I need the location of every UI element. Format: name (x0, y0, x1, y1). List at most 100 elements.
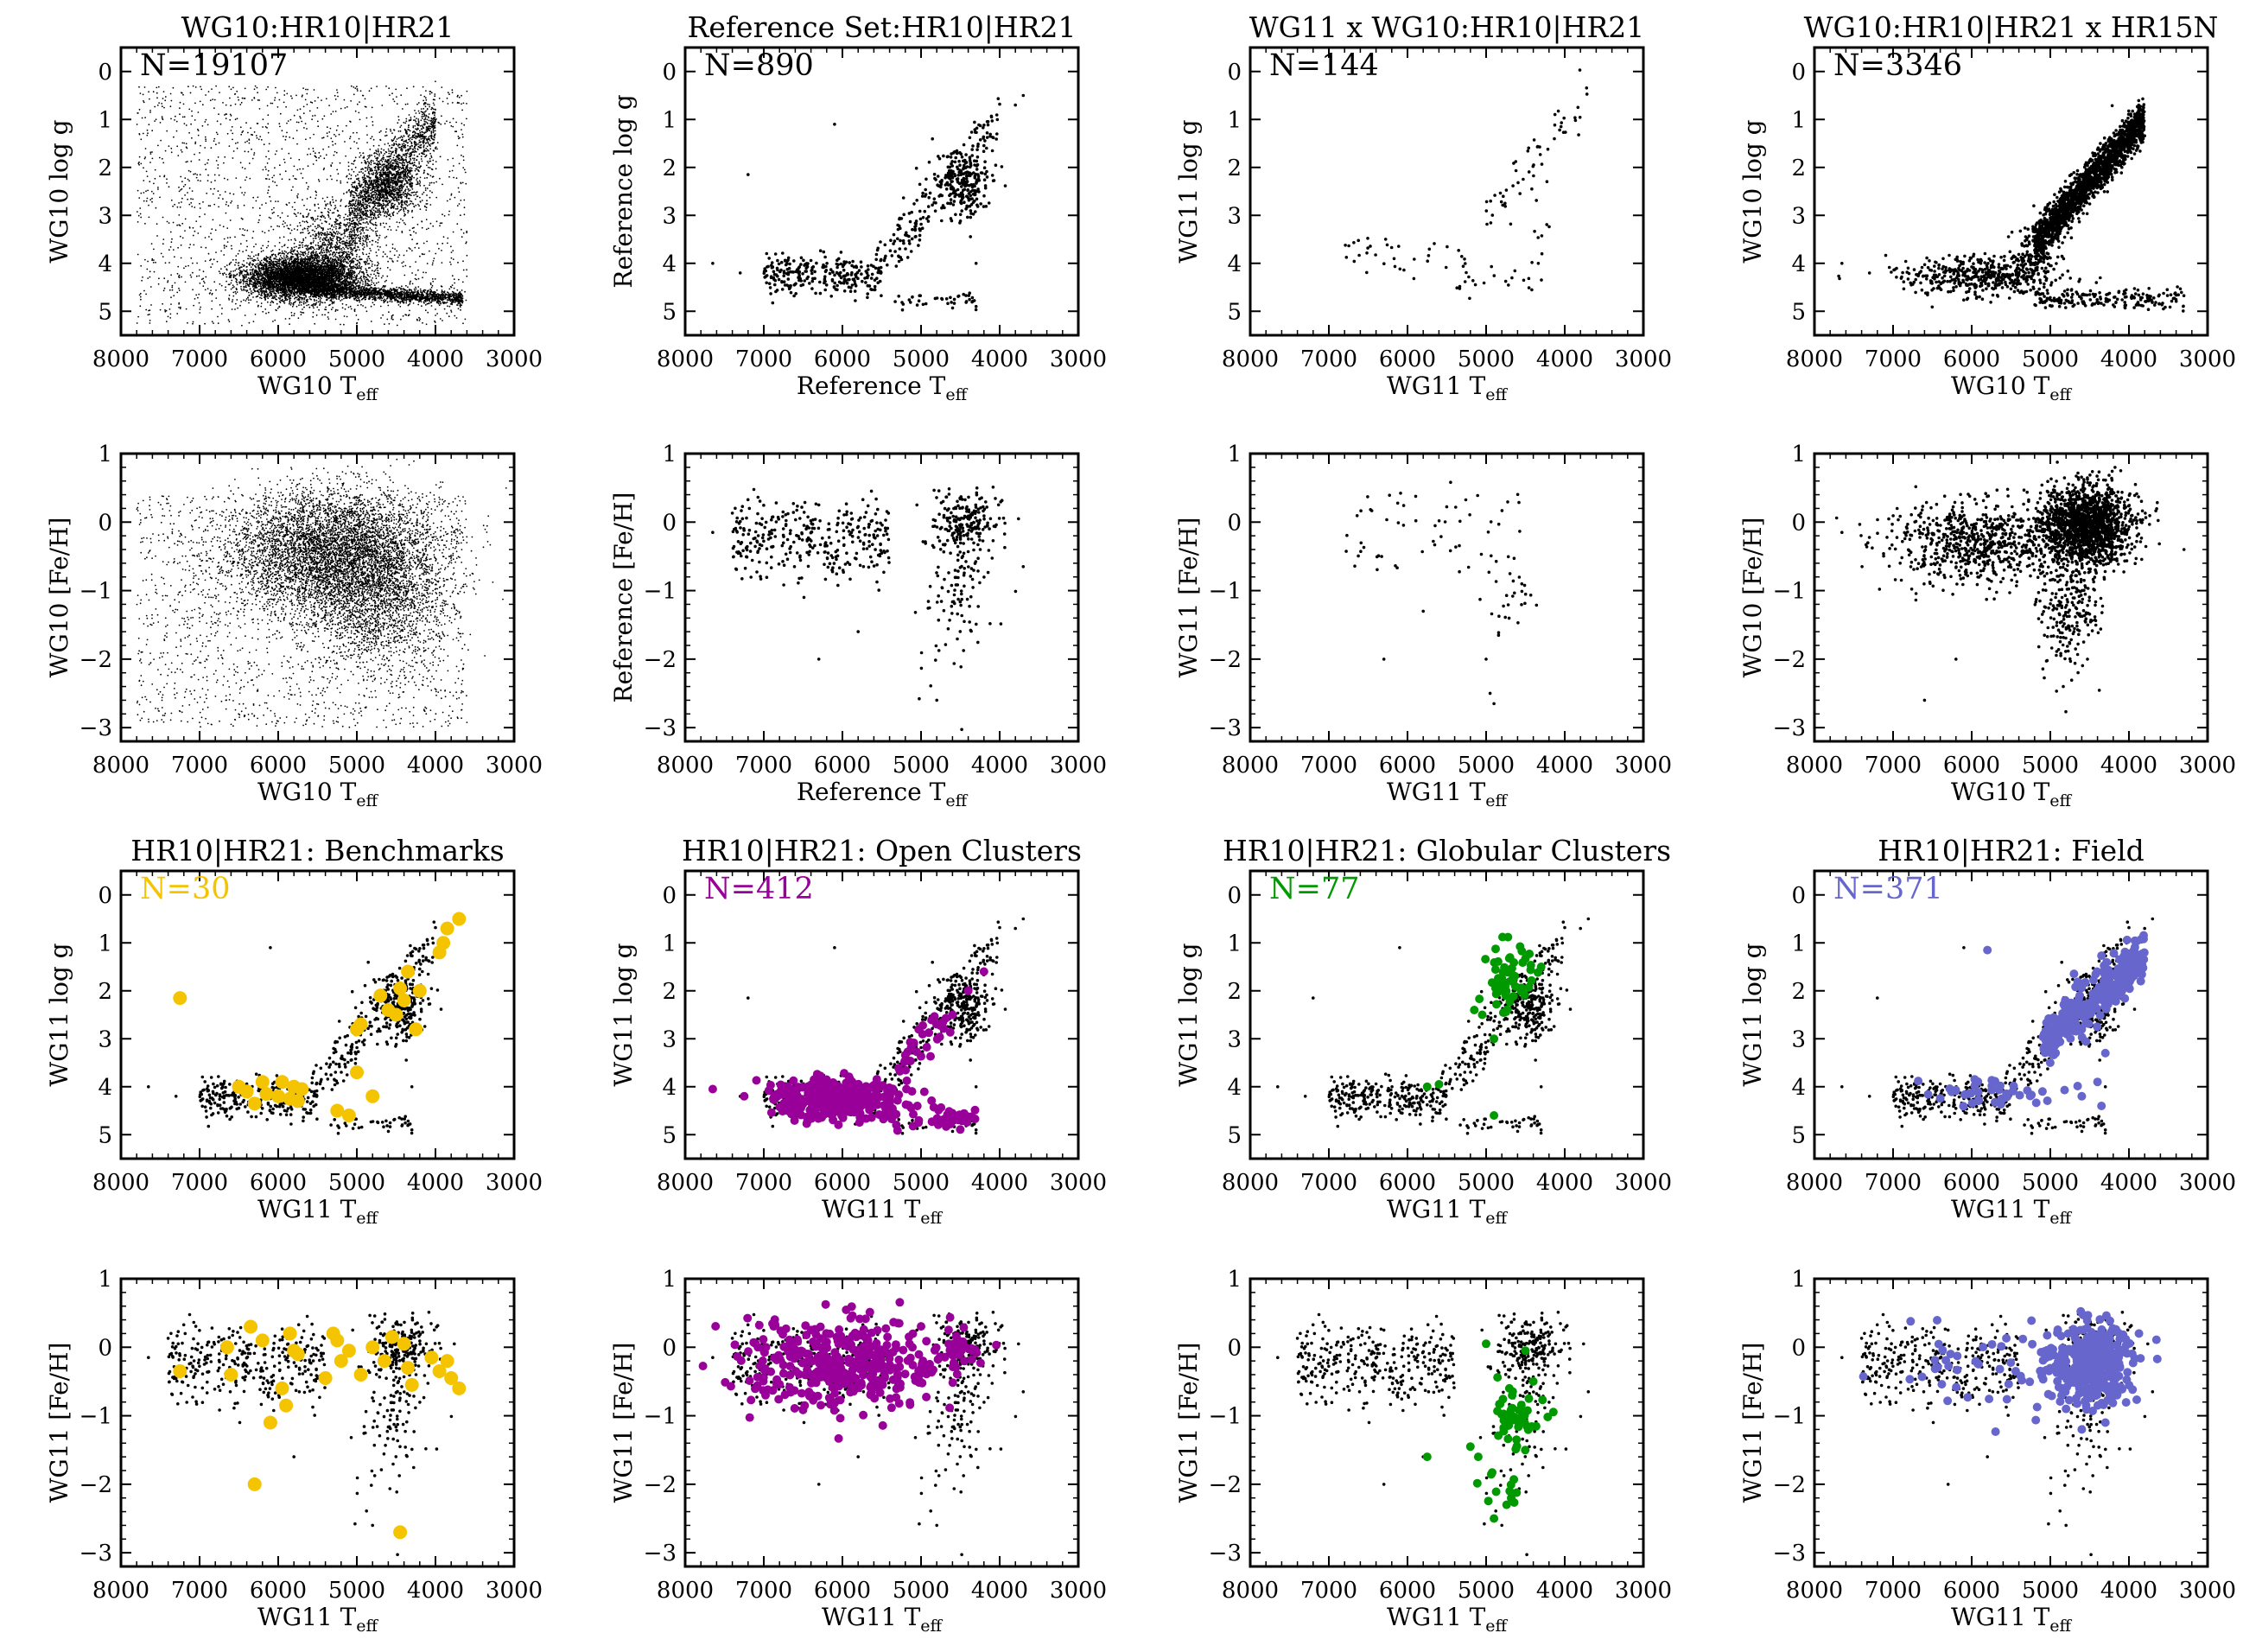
highlight-point (698, 1362, 708, 1370)
highlight-point (259, 1087, 274, 1102)
highlight-point (2006, 1358, 2016, 1368)
highlight-point (855, 1118, 864, 1128)
highlight-point (721, 1377, 730, 1387)
highlight-point (1505, 1486, 1515, 1496)
x-tick-label: 6000 (250, 346, 307, 372)
highlight-point (2125, 1381, 2134, 1390)
highlight-point (2068, 1378, 2078, 1388)
highlight-point (1947, 1087, 1956, 1096)
background-points (711, 93, 1026, 312)
highlight-point (1487, 978, 1496, 988)
background-points (711, 486, 1026, 732)
highlight-point (2081, 1396, 2089, 1406)
highlight-point (967, 1112, 976, 1121)
highlight-point (2060, 1085, 2069, 1095)
x-tick-label: 3000 (1615, 346, 1672, 372)
y-axis-label: WG10 [Fe/H] (45, 518, 73, 678)
y-tick-label: 3 (1791, 1026, 1806, 1052)
highlight-point (2040, 1347, 2049, 1356)
highlight-point (825, 1329, 835, 1338)
highlight-point (876, 1081, 886, 1090)
x-axis-label: WG11 Teff (822, 1603, 944, 1636)
highlight-point (753, 1372, 762, 1382)
highlight-point (851, 1100, 861, 1109)
highlight-point (774, 1395, 784, 1404)
scatter-points (147, 912, 467, 1135)
y-tick-label: 0 (98, 60, 112, 86)
highlight-point (754, 1320, 764, 1330)
highlight-point (1923, 1090, 1933, 1099)
highlight-point (2086, 1338, 2095, 1347)
highlight-point (219, 1340, 234, 1355)
highlight-point (855, 1314, 865, 1324)
x-tick-label: 5000 (893, 1578, 950, 1604)
n-count-label: N=30 (140, 872, 231, 906)
highlight-point (768, 1319, 778, 1328)
plot-frame (1813, 1277, 2209, 1568)
highlight-point (825, 1101, 835, 1110)
highlight-point (917, 1052, 925, 1061)
highlight-point (840, 1083, 849, 1092)
highlight-point (1509, 958, 1519, 967)
highlight-point (2100, 1358, 2110, 1368)
highlight-point (1973, 1088, 1983, 1097)
highlight-point (941, 1013, 950, 1023)
scatter-points (711, 93, 1026, 312)
highlight-point (1503, 1005, 1512, 1014)
highlight-point (833, 1369, 842, 1379)
highlight-point (740, 1091, 749, 1101)
highlight-point (785, 1335, 794, 1344)
y-tick-label: 5 (98, 299, 112, 325)
x-axis-label: WG11 Teff (1387, 1603, 1509, 1636)
highlight-point (1917, 1372, 1927, 1382)
y-tick-label: 4 (1227, 1075, 1242, 1101)
highlight-point (1470, 1006, 1479, 1014)
background-points (136, 458, 507, 728)
y-tick-label: 0 (1227, 60, 1242, 86)
highlight-point (2065, 1366, 2075, 1376)
x-tick-label: 4000 (2100, 1170, 2157, 1196)
x-tick-label: 6000 (814, 1578, 871, 1604)
y-tick-label: 2 (662, 979, 677, 1005)
highlight-point (2049, 1350, 2059, 1360)
x-axis-label: WG10 Teff (1951, 778, 2073, 810)
plot-frame (1249, 1277, 1645, 1568)
x-tick-label: 5000 (1458, 753, 1515, 778)
y-tick-label: −1 (1209, 1404, 1242, 1430)
x-tick-label: 4000 (971, 1578, 1028, 1604)
highlight-point (914, 1115, 924, 1125)
highlight-point (2101, 1004, 2111, 1013)
highlight-point (1512, 1435, 1522, 1445)
highlight-point (749, 1337, 759, 1347)
y-tick-label: 0 (662, 510, 677, 536)
highlight-point (945, 1403, 955, 1413)
x-axis-label: Reference Teff (797, 778, 969, 810)
highlight-point (1548, 1407, 1558, 1417)
y-tick-label: 3 (662, 203, 677, 229)
x-tick-label: 7000 (1865, 1170, 1922, 1196)
highlight-point (1938, 1345, 1948, 1355)
highlight-point (2112, 1350, 2121, 1359)
highlight-points (1422, 1339, 1558, 1523)
highlight-point (424, 1350, 439, 1365)
highlight-point (886, 1365, 895, 1375)
highlight-point (708, 1084, 717, 1094)
panel-p4: 8000 7000 6000 5000 4000 3000 0 1 2 3 4 5 WG10 Teff W… (1738, 10, 2236, 404)
highlight-point (1473, 1452, 1483, 1462)
highlight-point (894, 1355, 904, 1364)
highlight-point (872, 1075, 881, 1084)
y-tick-label: −2 (79, 647, 112, 673)
highlight-point (853, 1357, 862, 1366)
highlight-point (1521, 1346, 1530, 1356)
y-tick-label: 5 (1227, 299, 1242, 325)
x-axis-label: WG11 Teff (257, 1195, 379, 1228)
scatter-points (136, 80, 468, 327)
highlight-point (873, 1357, 882, 1367)
y-tick-label: 4 (1227, 251, 1242, 277)
highlight-point (2053, 1026, 2062, 1036)
panel-title: HR10|HR21: Field (1878, 834, 2145, 867)
highlight-point (900, 1369, 910, 1379)
highlight-point (290, 1347, 305, 1362)
y-tick-label: 1 (1791, 931, 1806, 956)
highlight-point (1502, 1500, 1511, 1509)
